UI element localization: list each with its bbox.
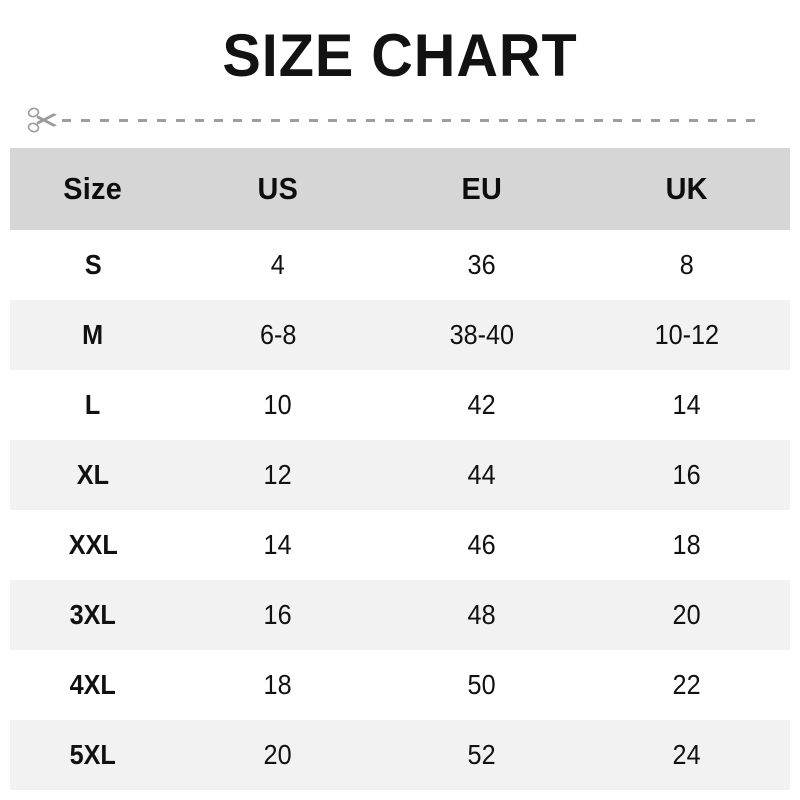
table-row: XXL 14 46 18: [10, 510, 790, 580]
cell-eu: 46: [380, 510, 584, 580]
column-header-uk: UK: [584, 148, 790, 230]
cell-size: 5XL: [10, 720, 176, 790]
cell-uk: 18: [584, 510, 790, 580]
table-row: 4XL 18 50 22: [10, 650, 790, 720]
cell-eu-value: 36: [467, 249, 497, 280]
cell-eu: 38-40: [380, 300, 584, 370]
cell-eu-value: 48: [467, 599, 497, 630]
table-body: S 4 36 8 M 6-8 38-40 10-12 L 10 42 14 XL…: [10, 230, 790, 790]
cell-size: 4XL: [10, 650, 176, 720]
cell-us-value: 20: [263, 739, 293, 770]
cell-size-value: 5XL: [69, 739, 117, 770]
cell-uk: 16: [584, 440, 790, 510]
column-header-uk-label: UK: [665, 171, 709, 206]
cell-size-value: XXL: [68, 529, 118, 560]
cell-eu: 50: [380, 650, 584, 720]
column-header-us: US: [176, 148, 380, 230]
cell-size-value: M: [82, 319, 104, 350]
cell-eu-value: 46: [467, 529, 497, 560]
cell-us: 16: [176, 580, 380, 650]
cell-uk: 14: [584, 370, 790, 440]
cell-uk-value: 8: [679, 249, 695, 280]
cell-us-value: 14: [263, 529, 293, 560]
cell-eu-value: 50: [467, 669, 497, 700]
cell-us: 12: [176, 440, 380, 510]
cell-us-value: 6-8: [259, 319, 297, 350]
table-row: 5XL 20 52 24: [10, 720, 790, 790]
cell-us-value: 18: [263, 669, 293, 700]
cell-size: 3XL: [10, 580, 176, 650]
cell-uk: 22: [584, 650, 790, 720]
cell-uk: 8: [584, 230, 790, 300]
table-row: L 10 42 14: [10, 370, 790, 440]
cell-us-value: 4: [270, 249, 286, 280]
cell-eu: 42: [380, 370, 584, 440]
cell-uk: 20: [584, 580, 790, 650]
cell-size-value: L: [85, 389, 101, 420]
table-row: S 4 36 8: [10, 230, 790, 300]
cell-us: 18: [176, 650, 380, 720]
column-header-eu: EU: [380, 148, 584, 230]
cut-line: [26, 104, 778, 136]
cell-us: 4: [176, 230, 380, 300]
table-row: XL 12 44 16: [10, 440, 790, 510]
table-header: Size US EU UK: [10, 148, 790, 230]
cell-uk-value: 10-12: [654, 319, 720, 350]
column-header-size: Size: [10, 148, 176, 230]
cell-uk-value: 18: [672, 529, 702, 560]
cell-eu: 36: [380, 230, 584, 300]
cell-uk-value: 20: [672, 599, 702, 630]
cell-eu-value: 38-40: [449, 319, 515, 350]
cell-us: 10: [176, 370, 380, 440]
cell-size: S: [10, 230, 176, 300]
dashed-cut-line: [62, 118, 762, 122]
cell-size: L: [10, 370, 176, 440]
cell-uk-value: 16: [672, 459, 702, 490]
column-header-eu-label: EU: [461, 171, 503, 206]
column-header-us-label: US: [257, 171, 299, 206]
cell-uk-value: 22: [672, 669, 702, 700]
page-title: SIZE CHART: [222, 22, 578, 89]
cell-us: 14: [176, 510, 380, 580]
cell-uk: 10-12: [584, 300, 790, 370]
cell-uk: 24: [584, 720, 790, 790]
table-row: 3XL 16 48 20: [10, 580, 790, 650]
cell-eu: 52: [380, 720, 584, 790]
cell-us: 6-8: [176, 300, 380, 370]
cell-eu: 44: [380, 440, 584, 510]
cell-eu-value: 42: [467, 389, 497, 420]
cell-us: 20: [176, 720, 380, 790]
cell-size-value: 3XL: [69, 599, 117, 630]
cell-size-value: 4XL: [69, 669, 117, 700]
cell-eu: 48: [380, 580, 584, 650]
table-row: M 6-8 38-40 10-12: [10, 300, 790, 370]
cell-size: XXL: [10, 510, 176, 580]
cell-uk-value: 14: [672, 389, 702, 420]
cell-uk-value: 24: [672, 739, 702, 770]
size-chart-table: Size US EU UK S 4 36 8 M 6-8 38-40 10-12…: [10, 148, 790, 790]
cell-size: XL: [10, 440, 176, 510]
cell-size-value: S: [84, 249, 102, 280]
cell-size-value: XL: [76, 459, 110, 490]
scissors-icon: [27, 107, 57, 133]
title-container: SIZE CHART: [0, 24, 800, 88]
cell-us-value: 12: [263, 459, 293, 490]
header-row: Size US EU UK: [10, 148, 790, 230]
cell-us-value: 10: [263, 389, 293, 420]
cell-eu-value: 52: [467, 739, 497, 770]
cell-eu-value: 44: [467, 459, 497, 490]
cell-us-value: 16: [263, 599, 293, 630]
cell-size: M: [10, 300, 176, 370]
column-header-size-label: Size: [63, 171, 123, 206]
